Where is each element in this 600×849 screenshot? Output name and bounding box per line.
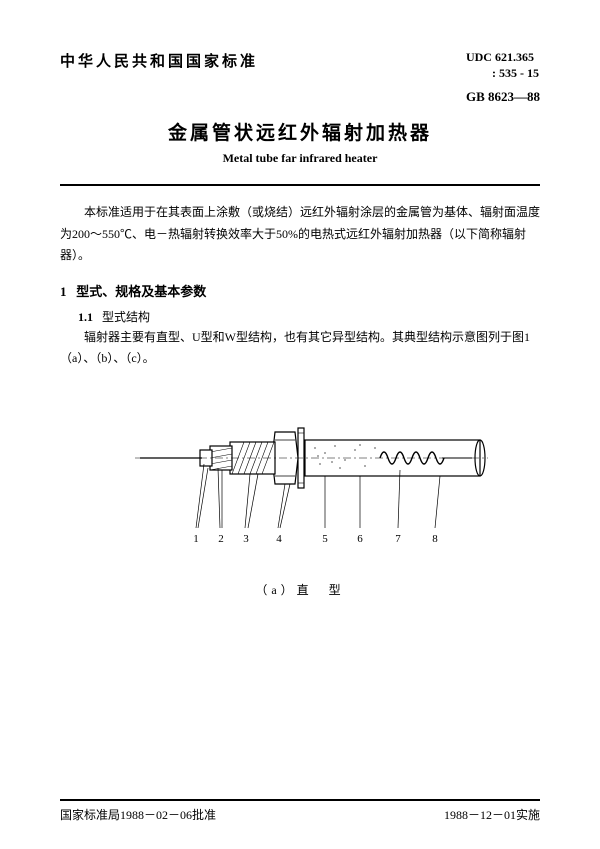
footer-rule: [60, 799, 540, 801]
figure-label-2: 2: [218, 533, 224, 545]
intro-paragraph: 本标准适用于在其表面上涂敷（或烧结）远红外辐射涂层的金属管为基体、辐射面温度为2…: [60, 202, 540, 267]
figure-label-3: 3: [243, 533, 249, 545]
figure-label-5: 5: [322, 533, 328, 545]
figure-label-7: 7: [395, 533, 401, 545]
page: 中华人民共和国国家标准 UDC 621.365 : 535 - 15 GB 86…: [0, 0, 600, 849]
gb-code: GB 8623—88: [466, 89, 540, 106]
figure-label-6: 6: [357, 533, 363, 545]
header-codes: UDC 621.365 : 535 - 15 GB 8623—88: [466, 50, 540, 106]
section-1-1-body: 辐射器主要有直型、U型和W型结构，也有其它异型结构。其典型结构示意图列于图1（a…: [60, 327, 540, 370]
section-1-heading: 1 型式、规格及基本参数: [60, 281, 540, 300]
footer-row: 国家标准局1988－02－06批准 1988－12－01实施: [60, 806, 540, 823]
figure-label-8: 8: [432, 533, 438, 545]
udc-line1: UDC 621.365: [466, 50, 540, 66]
title-block: 金属管状远红外辐射加热器 Metal tube far infrared hea…: [60, 118, 540, 166]
footer-right: 1988－12－01实施: [444, 806, 540, 823]
figure-1a: 1 2 3 4 5 6 7 8 （a）直 型: [60, 398, 540, 598]
udc-line2: : 535 - 15: [466, 66, 540, 82]
header-org: 中华人民共和国国家标准: [60, 50, 258, 71]
figure-label-4: 4: [276, 533, 282, 545]
header-row: 中华人民共和国国家标准 UDC 621.365 : 535 - 15 GB 86…: [60, 50, 540, 106]
figure-label-1: 1: [193, 533, 199, 545]
title-english: Metal tube far infrared heater: [60, 151, 540, 166]
title-chinese: 金属管状远红外辐射加热器: [60, 118, 540, 145]
figure-caption: （a）直 型: [60, 581, 540, 598]
section-1-1-num: 1.1: [78, 310, 93, 324]
section-1-1-heading: 1.1 型式结构: [60, 308, 540, 325]
footer-left: 国家标准局1988－02－06批准: [60, 806, 216, 823]
section-1-title: 型式、规格及基本参数: [76, 284, 206, 299]
section-1-num: 1: [60, 284, 67, 299]
section-1-1-title: 型式结构: [102, 310, 150, 324]
heater-diagram-svg: 1 2 3 4 5 6 7 8: [110, 398, 490, 568]
rule-top: [60, 184, 540, 186]
